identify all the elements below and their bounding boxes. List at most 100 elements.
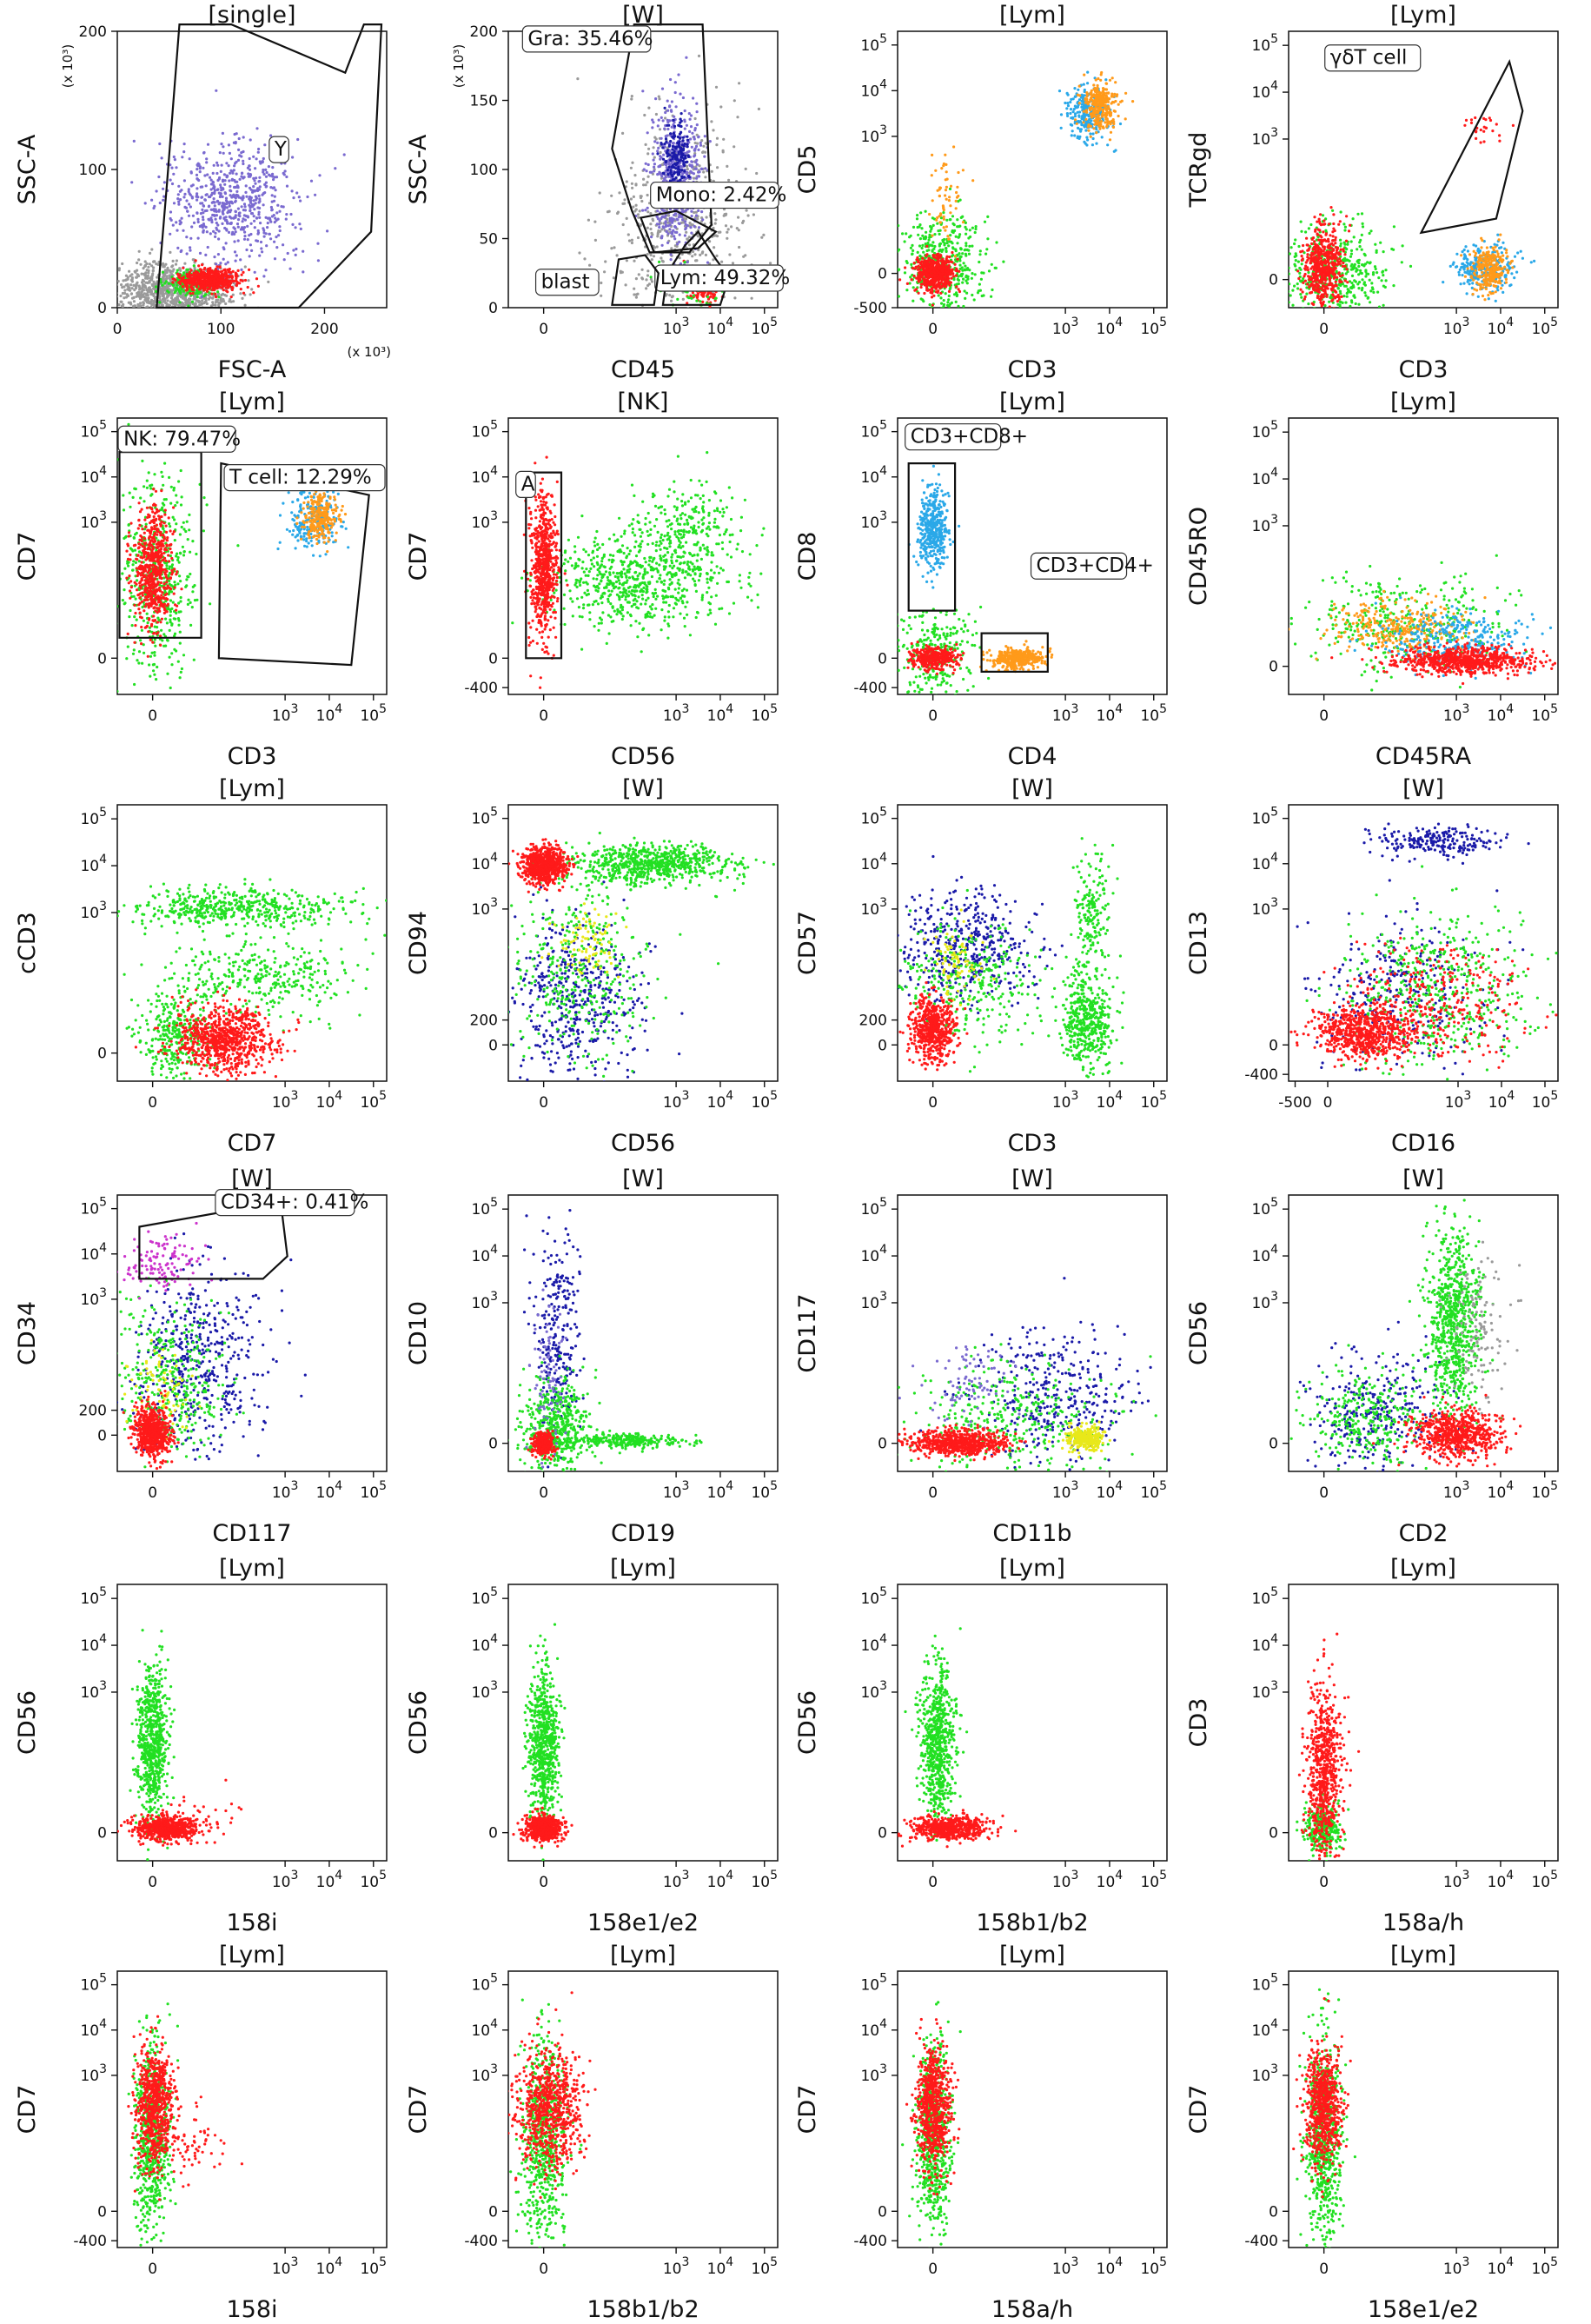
event-dot	[161, 276, 164, 279]
event-dot	[258, 185, 262, 189]
event-dot	[685, 230, 688, 234]
event-dot	[655, 215, 659, 218]
event-dot	[688, 163, 692, 167]
event-dot	[956, 242, 959, 245]
event-dot	[221, 195, 224, 198]
event-dot	[123, 314, 126, 316]
event-dot	[229, 270, 232, 274]
event-dot	[137, 249, 141, 253]
event-dot	[165, 269, 169, 273]
event-dot	[212, 229, 215, 233]
event-dot	[249, 199, 252, 203]
event-dot	[593, 220, 597, 223]
event-dot	[172, 300, 176, 303]
gate-outline[interactable]	[156, 23, 383, 309]
event-dot	[203, 286, 207, 289]
x-multiplier: (x 10³)	[348, 344, 391, 360]
event-dot	[646, 163, 650, 167]
event-dot	[724, 224, 728, 228]
y-tick-label: 100	[79, 162, 107, 179]
event-dot	[129, 292, 133, 295]
event-dot	[1077, 136, 1081, 140]
event-dot	[672, 142, 675, 145]
event-dot	[912, 299, 915, 302]
event-dot	[223, 183, 227, 186]
event-dot	[1091, 136, 1095, 141]
event-dot	[203, 174, 207, 177]
event-dot	[199, 212, 202, 216]
event-dot	[952, 293, 957, 296]
event-dot	[150, 309, 153, 311]
event-dot	[199, 312, 202, 315]
event-dot	[145, 293, 149, 296]
event-dot	[619, 271, 623, 275]
event-dot	[691, 255, 694, 258]
event-dot	[221, 204, 224, 208]
event-dot	[1086, 103, 1090, 106]
event-dot	[965, 291, 969, 295]
y-multiplier: (x 10³)	[451, 44, 467, 88]
population-violet	[130, 89, 346, 299]
event-dot	[146, 290, 149, 294]
event-dot	[1115, 95, 1118, 98]
event-dot	[954, 235, 958, 238]
event-dot	[685, 172, 689, 176]
event-dot	[648, 170, 653, 174]
event-dot	[687, 309, 690, 312]
event-dot	[140, 289, 144, 294]
event-dot	[1002, 260, 1005, 263]
event-dot	[219, 262, 222, 265]
event-dot	[1071, 97, 1075, 101]
event-dot	[268, 174, 272, 177]
event-dot	[945, 321, 947, 323]
event-dot	[113, 267, 116, 269]
event-dot	[262, 156, 265, 161]
event-dot	[278, 209, 282, 213]
event-dot	[124, 283, 128, 287]
event-dot	[1131, 100, 1135, 103]
event-dot	[248, 234, 251, 237]
event-dot	[141, 287, 144, 290]
event-dot	[90, 281, 93, 283]
event-dot	[684, 228, 687, 231]
event-dot	[651, 126, 654, 129]
event-dot	[342, 153, 346, 156]
event-dot	[683, 234, 687, 237]
event-dot	[962, 262, 965, 265]
event-dot	[249, 138, 252, 142]
event-dot	[987, 269, 991, 273]
event-dot	[217, 203, 221, 206]
event-dot	[965, 276, 968, 279]
event-dot	[916, 225, 919, 229]
event-dot	[216, 253, 220, 256]
event-dot	[256, 206, 260, 209]
event-dot	[673, 212, 678, 216]
event-dot	[197, 323, 200, 326]
event-dot	[190, 195, 194, 199]
event-dot	[682, 144, 686, 148]
event-dot	[228, 204, 231, 208]
event-dot	[669, 258, 673, 262]
event-dot	[963, 289, 966, 293]
event-dot	[938, 242, 943, 245]
event-dot	[646, 226, 649, 229]
event-dot	[931, 249, 934, 253]
event-dot	[292, 249, 295, 252]
event-dot	[745, 209, 748, 212]
event-dot	[255, 127, 259, 130]
event-dot	[679, 130, 683, 134]
event-dot	[172, 155, 176, 159]
event-dot	[219, 282, 222, 286]
event-dot	[155, 289, 158, 293]
event-dot	[671, 155, 674, 158]
event-dot	[925, 249, 929, 253]
event-dot	[675, 217, 679, 221]
event-dot	[211, 296, 215, 300]
event-dot	[224, 286, 228, 289]
event-dot	[191, 278, 195, 282]
event-dot	[1102, 87, 1105, 90]
event-dot	[653, 165, 656, 169]
event-dot	[677, 152, 680, 156]
event-dot	[176, 269, 179, 272]
event-dot	[638, 209, 641, 213]
